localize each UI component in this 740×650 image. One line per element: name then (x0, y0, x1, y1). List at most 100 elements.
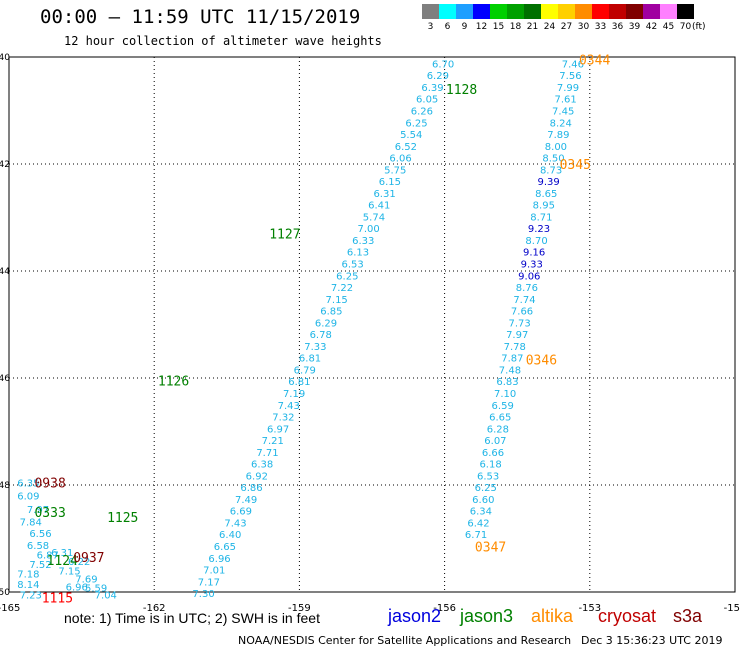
wave-height-value: 7.15 (326, 295, 348, 306)
wave-height-value: 7.23 (20, 591, 42, 602)
legend-swatch-15 (490, 4, 507, 19)
pass-time-label: 1128 (446, 83, 477, 98)
wave-height-value: 6.71 (465, 530, 487, 541)
lon-tick-label: -159 (288, 603, 311, 614)
legend-label-21: 21 (526, 22, 539, 32)
legend-label-3: 3 (427, 22, 434, 32)
credit-text: NOAA/NESDIS Center for Satellite Applica… (238, 634, 572, 647)
wave-height-value: 8.24 (550, 118, 572, 129)
wave-height-value: 7.04 (95, 591, 117, 602)
wave-height-value: 6.05 (416, 95, 438, 106)
wave-height-value: 6.22 (68, 557, 90, 568)
legend-swatch-45 (660, 4, 677, 19)
wave-height-value: 7.49 (235, 495, 257, 506)
legend-unit: (ft) (692, 22, 706, 32)
legend-swatch-39 (626, 4, 643, 19)
wave-height-value: 7.61 (554, 95, 576, 106)
wave-height-value: 7.46 (562, 59, 584, 70)
legend-label-27: 27 (560, 22, 573, 32)
lat-tick-label: -42 (0, 160, 10, 170)
wave-height-value: 8.00 (545, 142, 567, 153)
wave-height-value: 7.48 (499, 365, 521, 376)
wave-height-value: 6.25 (405, 118, 427, 129)
wave-height-value: 7.01 (203, 566, 225, 577)
wave-height-value: 6.69 (230, 507, 252, 518)
legend-label-24: 24 (543, 22, 556, 32)
wave-height-value: 8.76 (516, 283, 538, 294)
wave-height-value: 6.96 (208, 554, 230, 565)
pass-time-label: 0347 (475, 541, 506, 556)
wave-height-value: 6.09 (17, 492, 39, 503)
lon-tick-label: -162 (143, 603, 166, 614)
wave-height-value: 6.26 (411, 107, 433, 118)
wave-height-value: 7.71 (256, 448, 278, 459)
legend-label-30: 30 (577, 22, 590, 32)
wave-height-value: 7.73 (508, 318, 530, 329)
pass-time-label: 0937 (73, 551, 104, 566)
wave-height-value: 7.52 (29, 560, 51, 571)
wave-height-value: 6.06 (389, 154, 411, 165)
map-frame (8, 56, 736, 593)
wave-height-value: 6.31 (51, 548, 73, 559)
wave-height-value: 6.97 (267, 424, 289, 435)
lon-tick-label: -153 (578, 603, 601, 614)
legend-swatch-33 (592, 4, 609, 19)
pass-time-label: 1115 (42, 591, 73, 606)
pass-time-label: 0346 (526, 353, 557, 368)
chart-subtitle: 12 hour collection of altimeter wave hei… (64, 34, 382, 48)
pass-time-label: 1124 (47, 554, 78, 569)
wave-height-value: 7.17 (198, 577, 220, 588)
wave-height-value: 7.33 (304, 342, 326, 353)
wave-height-value: 7.87 (501, 354, 523, 365)
legend-label-45: 45 (662, 22, 675, 32)
lon-tick-label: -156 (433, 603, 456, 614)
legend-swatch-6 (439, 4, 456, 19)
footnote: note: 1) Time is in UTC; 2) SWH is in fe… (64, 610, 320, 626)
wave-height-value: 6.28 (487, 424, 509, 435)
chart-title: 00:00 – 11:59 UTC 11/15/2019 (40, 6, 361, 28)
wave-height-value: 6.78 (310, 330, 332, 341)
wave-height-value: 5.74 (363, 212, 385, 223)
lat-tick-label: -46 (0, 374, 10, 384)
wave-height-value: 5.54 (400, 130, 422, 141)
wave-height-value: 6.39 (421, 83, 443, 94)
wave-height-value: 6.66 (482, 448, 504, 459)
wave-height-value: 8.70 (525, 236, 547, 247)
wave-height-value: 7.43 (224, 518, 246, 529)
wave-height-value: 6.65 (214, 542, 236, 553)
wave-height-value: 7.10 (494, 389, 516, 400)
wave-height-value: 8.65 (535, 189, 557, 200)
wave-height-value: 6.79 (294, 365, 316, 376)
wave-height-value: 7.78 (504, 342, 526, 353)
wave-height-value: 7.32 (272, 413, 294, 424)
wave-height-value: 7.18 (17, 569, 39, 580)
wave-height-value: 9.06 (518, 271, 540, 282)
sat-label-altika: altika (531, 606, 574, 626)
lon-tick-label: -165 (0, 603, 20, 614)
wave-height-value: 6.15 (379, 177, 401, 188)
wave-height-value: 9.23 (528, 224, 550, 235)
wave-height-value: 5.75 (384, 165, 406, 176)
wave-height-value: 7.00 (357, 224, 379, 235)
wave-height-value: 6.25 (336, 271, 358, 282)
legend-swatch-70 (677, 4, 694, 19)
wave-height-value: 7.69 (75, 575, 97, 586)
wave-height-value: 8.73 (540, 165, 562, 176)
pass-time-label: 0345 (560, 158, 591, 173)
wave-height-value: 7.21 (262, 436, 284, 447)
wave-height-value: 8.50 (542, 154, 564, 165)
pass-time-label: 1127 (269, 228, 300, 243)
wave-height-value: 6.42 (467, 518, 489, 529)
wave-height-value: 6.56 (29, 529, 51, 540)
sat-label-jason3: jason3 (460, 606, 514, 626)
wave-height-value: 7.84 (20, 517, 42, 528)
legend-label-15: 15 (492, 22, 505, 32)
wave-height-value: 7.97 (27, 505, 49, 516)
wave-height-value: 6.53 (342, 260, 364, 271)
wave-height-value: 7.99 (557, 83, 579, 94)
wave-height-value: 6.70 (432, 59, 454, 70)
wave-height-value: 6.60 (472, 495, 494, 506)
wave-height-value: 6.34 (470, 507, 492, 518)
legend-label-42: 42 (645, 22, 658, 32)
